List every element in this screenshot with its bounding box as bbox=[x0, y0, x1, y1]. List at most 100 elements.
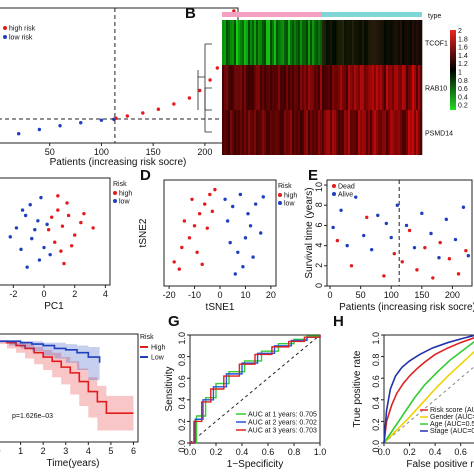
x-tick-label: 3 bbox=[63, 446, 68, 456]
color-scale-tick: 1.8 bbox=[458, 36, 468, 43]
heatmap-cell bbox=[396, 65, 399, 110]
x-tick-label: 0.6 bbox=[262, 447, 275, 457]
legend-label: high risk bbox=[9, 26, 36, 33]
km-curve bbox=[0, 340, 134, 414]
heatmap-cell bbox=[404, 20, 407, 65]
heatmap-cell bbox=[252, 65, 255, 110]
data-point bbox=[223, 197, 227, 201]
heatmap-cell bbox=[294, 110, 297, 155]
patient-point bbox=[382, 274, 386, 278]
heatmap-cell bbox=[382, 65, 385, 110]
heatmap-cell bbox=[292, 110, 295, 155]
heatmap-cell bbox=[404, 65, 407, 110]
panel-f-km-curve: 0 1 2 3 4 5 6 Time(years) p=1.626e–03 Risk High Low bbox=[0, 333, 166, 469]
data-point bbox=[56, 194, 60, 198]
patient-point bbox=[453, 237, 458, 242]
legend-label: Risk score (AUC=0.705) bbox=[430, 407, 474, 414]
heatmap-cell bbox=[304, 65, 307, 110]
y-axis-title: Sensitivity bbox=[164, 366, 175, 411]
risk-point bbox=[187, 96, 192, 100]
ci-band bbox=[0, 341, 100, 381]
heatmap-cell bbox=[410, 65, 413, 110]
data-point bbox=[62, 261, 66, 266]
risk-point bbox=[141, 111, 145, 115]
heatmap-cell bbox=[416, 110, 419, 155]
risk-point bbox=[208, 78, 212, 82]
heatmap-cell bbox=[366, 110, 369, 155]
data-point bbox=[210, 209, 215, 214]
heatmap-cell bbox=[412, 20, 415, 65]
heatmap-cell bbox=[284, 65, 287, 110]
x-axis-title: Patients (increasing risk socre) bbox=[50, 157, 187, 168]
heatmap-cell bbox=[378, 110, 381, 155]
heatmap-cell bbox=[334, 65, 337, 110]
y-tick-label: 10 bbox=[314, 182, 324, 192]
legend-swatch bbox=[332, 192, 336, 196]
patient-point bbox=[339, 208, 343, 212]
row-label: PSMD14 bbox=[425, 131, 453, 138]
heatmap-cell bbox=[414, 20, 417, 65]
heatmap-cell bbox=[346, 20, 349, 65]
heatmap-cell bbox=[234, 110, 237, 155]
heatmap-cell bbox=[284, 20, 287, 65]
data-point bbox=[172, 260, 176, 264]
heatmap-cell bbox=[370, 20, 373, 65]
heatmap-cell bbox=[380, 65, 383, 110]
x-tick-label: -20 bbox=[163, 290, 176, 300]
heatmap-cell bbox=[346, 110, 349, 155]
patient-point bbox=[407, 228, 412, 233]
heatmap-cell bbox=[332, 110, 335, 155]
heatmap-cell bbox=[412, 65, 415, 110]
heatmap-cell bbox=[290, 20, 293, 65]
heatmap-cell bbox=[236, 20, 239, 65]
risk-point bbox=[215, 66, 220, 70]
color-scale-tick: 0.4 bbox=[458, 94, 468, 101]
patient-point bbox=[376, 213, 380, 218]
data-point bbox=[180, 245, 184, 250]
heatmap-cell bbox=[298, 65, 301, 110]
heatmap-cell bbox=[388, 20, 391, 65]
heatmap-cell bbox=[278, 20, 281, 65]
risk-point bbox=[79, 121, 83, 125]
x-tick-label: -2 bbox=[9, 289, 17, 299]
heatmap-cell bbox=[418, 65, 421, 110]
y-tick-label: 0.2 bbox=[177, 418, 187, 431]
data-point bbox=[233, 272, 237, 276]
heatmap-cell bbox=[300, 110, 303, 155]
heatmap-cell bbox=[258, 110, 261, 155]
heatmap-cell bbox=[370, 65, 373, 110]
x-tick-label: 20 bbox=[266, 290, 276, 300]
heatmap-cell bbox=[262, 65, 265, 110]
roc-curve bbox=[190, 335, 321, 444]
x-tick-label: 5 bbox=[108, 446, 113, 456]
heatmap-cell bbox=[356, 20, 359, 65]
heatmap-cell bbox=[342, 110, 345, 155]
heatmap-cell bbox=[386, 20, 389, 65]
heatmap-cell bbox=[304, 110, 307, 155]
heatmap-cell bbox=[380, 110, 383, 155]
roc-curve bbox=[383, 340, 474, 444]
heatmap-cell bbox=[340, 20, 343, 65]
heatmap-cell bbox=[288, 110, 291, 155]
heatmap-cell bbox=[348, 65, 351, 110]
heatmap-cell bbox=[290, 65, 293, 110]
y-tick-label: 0.6 bbox=[177, 375, 187, 388]
heatmap-cell bbox=[274, 110, 277, 155]
data-point bbox=[91, 226, 95, 230]
heatmap-cell bbox=[332, 65, 335, 110]
y-tick-label: 0.0 bbox=[371, 440, 381, 453]
heatmap-cell bbox=[230, 65, 233, 110]
heatmap-cell bbox=[350, 110, 353, 155]
row-label: RAB10 bbox=[425, 86, 447, 93]
color-scale-tick: 0.8 bbox=[458, 78, 468, 85]
heatmap-cell bbox=[340, 110, 343, 155]
x-axis-title: Time(years) bbox=[47, 458, 100, 469]
heatmap-cell bbox=[272, 20, 275, 65]
data-point bbox=[53, 240, 57, 244]
data-point bbox=[69, 244, 74, 248]
x-tick-label: 2 bbox=[41, 446, 46, 456]
heatmap-cell bbox=[402, 65, 405, 110]
heatmap-cell bbox=[260, 20, 263, 65]
heatmap-cell bbox=[326, 65, 329, 110]
heatmap-cell bbox=[402, 110, 405, 155]
